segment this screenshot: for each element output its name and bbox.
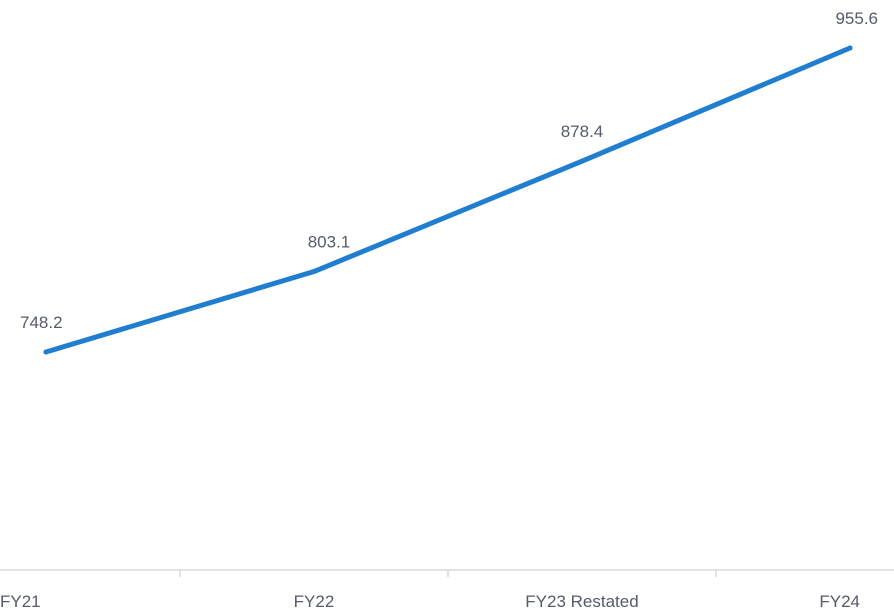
data-point: [847, 45, 853, 51]
x-tick-label: FY24: [819, 592, 860, 611]
x-axis: [0, 569, 894, 577]
data-point: [579, 158, 585, 164]
data-label: 748.2: [20, 313, 63, 332]
series-line: [43, 45, 853, 355]
x-tick-label: FY21: [0, 592, 41, 611]
x-tick-label: FY22: [294, 592, 335, 611]
data-labels: 748.2 803.1 878.4 955.6: [20, 9, 878, 332]
series-layer: [43, 45, 853, 355]
data-label: 803.1: [308, 233, 351, 252]
data-label: 955.6: [835, 9, 878, 28]
x-tick-labels: FY21 FY22 FY23 Restated FY24: [0, 592, 860, 611]
data-point: [43, 349, 49, 355]
data-point: [311, 269, 317, 275]
data-label: 878.4: [561, 122, 604, 141]
x-tick-label: FY23 Restated: [525, 592, 638, 611]
